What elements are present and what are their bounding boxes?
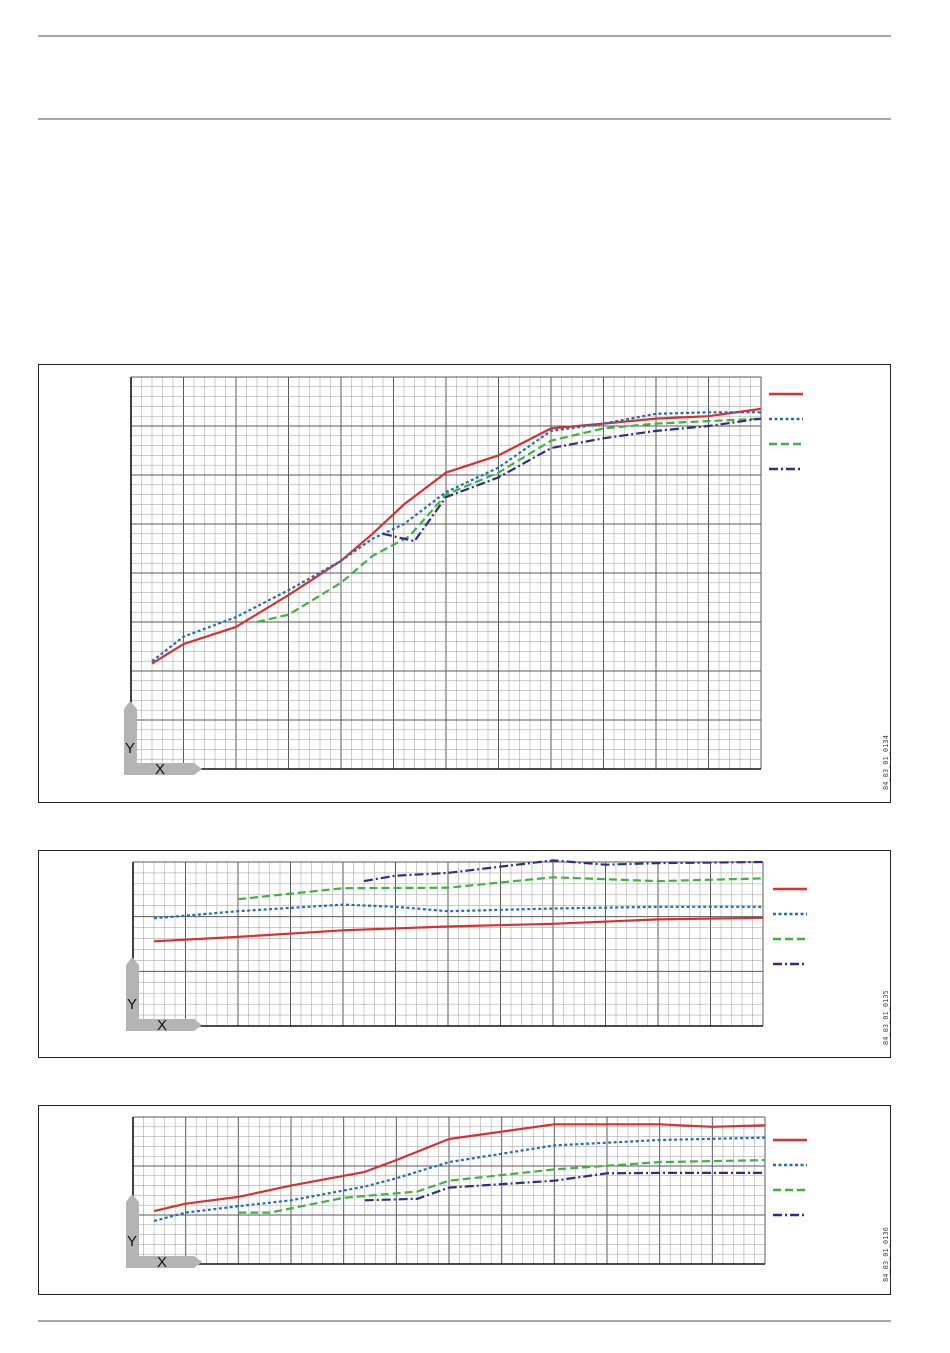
series-line-red: [153, 916, 764, 943]
y-axis-label: Y: [125, 740, 135, 757]
series-line-blue: [153, 903, 763, 920]
series-line-green: [237, 876, 764, 901]
figure-code-2: 84_03_01_0135: [882, 990, 890, 1045]
series-line-red: [153, 1123, 766, 1213]
y-axis-label: Y: [127, 1233, 137, 1250]
x-axis-label: X: [157, 1017, 167, 1034]
header-rule-top: [38, 35, 891, 37]
axis-arrow-icon: [126, 1194, 202, 1268]
figure-code-1: 84_03_01_0134: [882, 735, 890, 790]
header-rule-bottom: [38, 118, 891, 120]
series-line-blue: [151, 411, 761, 663]
chart-3-svg: YX: [126, 1116, 807, 1271]
x-axis-label: X: [157, 1254, 167, 1271]
figure-code-3: 84_03_01_0136: [882, 1227, 890, 1282]
chart-grid: [130, 376, 762, 770]
series-line-navy: [382, 417, 762, 543]
series-line-navy: [364, 1171, 765, 1202]
series-line-green: [238, 1159, 766, 1214]
y-axis-label: Y: [127, 996, 137, 1013]
x-axis-label: X: [155, 761, 165, 778]
series-line-red: [151, 407, 762, 665]
series-line-navy: [363, 859, 764, 883]
chart-2-svg: YX: [126, 859, 807, 1034]
footer-rule: [38, 1320, 891, 1322]
axis-icon: YX: [124, 701, 202, 778]
axis-arrow-icon: [124, 701, 202, 775]
chart-1-svg: YX: [124, 376, 803, 778]
axis-icon: YX: [126, 957, 202, 1034]
axis-arrow-icon: [126, 957, 202, 1031]
axis-icon: YX: [126, 1194, 202, 1271]
